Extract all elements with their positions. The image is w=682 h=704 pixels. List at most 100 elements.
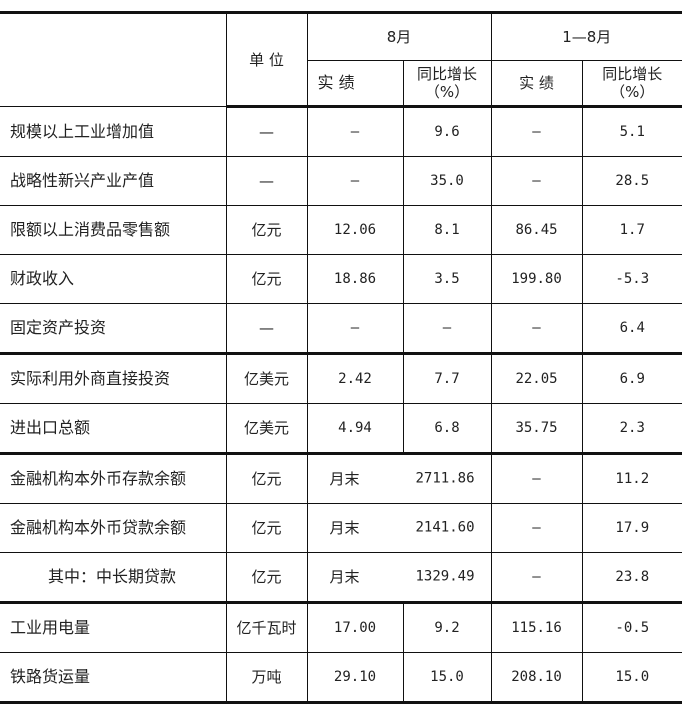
- ytd-yoy: 23.8: [581, 552, 682, 604]
- table-row: 规模以上工业增加值 — —9.6—5.1: [0, 106, 682, 157]
- unit-cell: 亿美元: [225, 353, 308, 404]
- ytd-actual: —: [490, 156, 583, 206]
- month-yoy: 9.6: [402, 106, 492, 157]
- month-end-value: 1329.49: [415, 568, 475, 585]
- table-row: 工业用电量 亿千瓦时 17.00 9.2 115.16 -0.5: [0, 602, 682, 653]
- unit-cell: 亿元: [225, 503, 308, 553]
- month-actual: —: [306, 303, 404, 355]
- unit-cell: —: [225, 156, 308, 206]
- month-actual: 4.94: [306, 403, 404, 455]
- month-actual: 17.00: [306, 602, 404, 653]
- header-ytd-actual: 实 绩: [490, 60, 583, 108]
- yoy-label: 同比增长: [602, 65, 663, 83]
- ytd-actual: —: [490, 503, 583, 553]
- row-label: 金融机构本外币存款余额: [0, 453, 227, 504]
- header-row-1: 单 位 8月 1—8月: [0, 11, 682, 108]
- month-actual: 18.86: [306, 254, 404, 304]
- header-month-yoy: 同比增长 （%）: [402, 60, 492, 108]
- header-unit: 单 位: [225, 11, 308, 108]
- unit-cell: —: [225, 106, 308, 157]
- ytd-yoy: 11.2: [581, 453, 682, 504]
- ytd-yoy: 5.1: [581, 106, 682, 157]
- month-yoy: 7.7: [402, 353, 492, 404]
- month-yoy: 35.0: [402, 156, 492, 206]
- ytd-yoy: -5.3: [581, 254, 682, 304]
- table-row: 进出口总额 亿美元 4.94 6.8 35.75 2.3: [0, 403, 682, 455]
- month-yoy: 3.5: [402, 254, 492, 304]
- unit-cell: 亿元: [225, 254, 308, 304]
- ytd-yoy: 28.5: [581, 156, 682, 206]
- month-merged-cell: 月末 1329.49: [306, 552, 492, 604]
- month-actual: —: [306, 106, 404, 157]
- table-row: 金融机构本外币贷款余额 亿元 月末 2141.60 —17.9: [0, 503, 682, 553]
- month-actual: 29.10: [306, 652, 404, 704]
- table-row: 财政收入 亿元 18.86 3.5 199.80 -5.3: [0, 254, 682, 304]
- month-end-label: 月末: [329, 519, 360, 537]
- ytd-actual: 208.10: [490, 652, 583, 704]
- ytd-yoy: -0.5: [581, 602, 682, 653]
- ytd-yoy: 6.9: [581, 353, 682, 404]
- ytd-yoy: 1.7: [581, 205, 682, 255]
- month-actual: 2.42: [306, 353, 404, 404]
- unit-cell: 亿美元: [225, 403, 308, 455]
- ytd-actual: 86.45: [490, 205, 583, 255]
- row-label: 金融机构本外币贷款余额: [0, 503, 227, 553]
- month-merged-cell: 月末 2141.60: [306, 503, 492, 553]
- month-yoy: —: [402, 303, 492, 355]
- month-merged-cell: 月末 2711.86: [306, 453, 492, 504]
- yoy-unit: （%）: [610, 83, 655, 101]
- ytd-actual: 35.75: [490, 403, 583, 455]
- row-label: 铁路货运量: [0, 652, 227, 704]
- month-end-value: 2141.60: [415, 519, 475, 536]
- ytd-actual: 22.05: [490, 353, 583, 404]
- header-ytd: 1—8月: [490, 11, 682, 61]
- row-label: 财政收入: [0, 254, 227, 304]
- row-label: 战略性新兴产业产值: [0, 156, 227, 206]
- row-label: 实际利用外商直接投资: [0, 353, 227, 404]
- table-row: 金融机构本外币存款余额 亿元 月末 2711.86 —11.2: [0, 453, 682, 504]
- row-label: 工业用电量: [0, 602, 227, 653]
- ytd-actual: —: [490, 552, 583, 604]
- month-end-label: 月末: [329, 568, 360, 586]
- header-row-2: 实 绩 同比增长 （%） 实 绩 同比增长 （%）: [0, 60, 682, 108]
- unit-cell: —: [225, 303, 308, 355]
- table-row: 限额以上消费品零售额 亿元 12.06 8.1 86.45 1.7: [0, 205, 682, 255]
- ytd-actual: —: [490, 453, 583, 504]
- row-label: 限额以上消费品零售额: [0, 205, 227, 255]
- ytd-actual: —: [490, 303, 583, 355]
- ytd-actual: —: [490, 106, 583, 157]
- statistics-table: 单 位 8月 1—8月 实 绩 同比增长 （%） 实 绩 同比增长 （%） 规模以上…: [0, 11, 682, 704]
- month-yoy: 9.2: [402, 602, 492, 653]
- unit-cell: 亿元: [225, 552, 308, 604]
- month-end-label: 月末: [329, 470, 360, 488]
- row-label: 进出口总额: [0, 403, 227, 455]
- header-month: 8月: [306, 11, 492, 61]
- ytd-actual: 115.16: [490, 602, 583, 653]
- table-row: 铁路货运量 万吨 29.10 15.0 208.10 15.0: [0, 652, 682, 704]
- row-label: 固定资产投资: [0, 303, 227, 355]
- month-actual: 12.06: [306, 205, 404, 255]
- unit-cell: 亿千瓦时: [225, 602, 308, 653]
- ytd-yoy: 6.4: [581, 303, 682, 355]
- month-yoy: 15.0: [402, 652, 492, 704]
- table-row: 固定资产投资 — — — —6.4: [0, 303, 682, 355]
- unit-cell: 亿元: [225, 205, 308, 255]
- row-label: 规模以上工业增加值: [0, 106, 227, 157]
- ytd-yoy: 2.3: [581, 403, 682, 455]
- row-label: 其中：中长期贷款: [0, 552, 227, 604]
- month-yoy: 8.1: [402, 205, 492, 255]
- table-row: 实际利用外商直接投资 亿美元 2.42 7.7 22.05 6.9: [0, 353, 682, 404]
- ytd-yoy: 17.9: [581, 503, 682, 553]
- table-row: 战略性新兴产业产值 — —35.0—28.5: [0, 156, 682, 206]
- month-end-value: 2711.86: [415, 470, 475, 487]
- yoy-label: 同比增长: [417, 65, 478, 83]
- unit-cell: 万吨: [225, 652, 308, 704]
- unit-cell: 亿元: [225, 453, 308, 504]
- yoy-unit: （%）: [424, 83, 470, 101]
- header-ytd-yoy: 同比增长 （%）: [581, 60, 682, 108]
- month-yoy: 6.8: [402, 403, 492, 455]
- table-row: 其中：中长期贷款 亿元 月末 1329.49 —23.8: [0, 552, 682, 604]
- month-actual: —: [306, 156, 404, 206]
- header-blank: [0, 11, 227, 107]
- ytd-actual: 199.80: [490, 254, 583, 304]
